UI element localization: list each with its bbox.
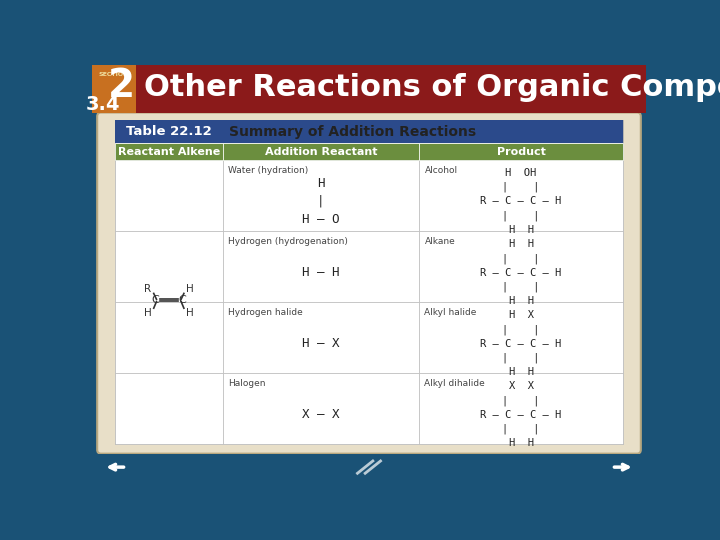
Text: Hydrogen halide: Hydrogen halide <box>228 308 303 317</box>
Text: 2: 2 <box>107 68 135 105</box>
FancyBboxPatch shape <box>222 373 419 444</box>
FancyBboxPatch shape <box>419 302 623 373</box>
Text: R: R <box>144 284 151 294</box>
FancyBboxPatch shape <box>97 112 641 454</box>
Text: Other Reactions of Organic Compounds: Other Reactions of Organic Compounds <box>144 72 720 102</box>
Text: H — X: H — X <box>302 337 340 350</box>
FancyBboxPatch shape <box>419 373 623 444</box>
Text: H  H
|    |
R — C — C — H
|    |
H  H: H H | | R — C — C — H | | H H <box>480 239 562 306</box>
FancyBboxPatch shape <box>92 454 647 481</box>
FancyBboxPatch shape <box>115 143 222 160</box>
Text: Alkyl halide: Alkyl halide <box>425 308 477 317</box>
Text: H  X
|    |
R — C — C — H
|    |
H  H: H X | | R — C — C — H | | H H <box>480 310 562 377</box>
FancyBboxPatch shape <box>92 65 137 112</box>
Text: H: H <box>144 308 151 318</box>
Text: H: H <box>186 284 194 294</box>
FancyBboxPatch shape <box>222 143 419 160</box>
Text: H
|
H — O: H | H — O <box>302 177 340 226</box>
FancyBboxPatch shape <box>419 231 623 302</box>
FancyBboxPatch shape <box>92 65 647 112</box>
FancyBboxPatch shape <box>115 120 623 143</box>
FancyBboxPatch shape <box>115 160 222 231</box>
FancyBboxPatch shape <box>222 231 419 302</box>
FancyBboxPatch shape <box>115 231 222 302</box>
Text: Water (hydration): Water (hydration) <box>228 166 308 174</box>
FancyBboxPatch shape <box>419 143 623 160</box>
Text: Reactant Alkene: Reactant Alkene <box>117 147 220 157</box>
Text: Halogen: Halogen <box>228 379 266 388</box>
Text: Summary of Addition Reactions: Summary of Addition Reactions <box>229 125 476 139</box>
Text: Product: Product <box>497 147 546 157</box>
Text: Alkyl dihalide: Alkyl dihalide <box>425 379 485 388</box>
FancyBboxPatch shape <box>222 160 419 231</box>
Text: Alkane: Alkane <box>425 237 455 246</box>
FancyBboxPatch shape <box>115 302 222 373</box>
FancyBboxPatch shape <box>222 302 419 373</box>
Text: H  OH
|    |
R — C — C — H
|    |
H  H: H OH | | R — C — C — H | | H H <box>480 168 562 235</box>
Text: 3.4: 3.4 <box>86 96 121 114</box>
Text: H: H <box>186 308 194 318</box>
Text: Table 22.12: Table 22.12 <box>126 125 212 138</box>
Text: X — X: X — X <box>302 408 340 421</box>
Text: Addition Reactant: Addition Reactant <box>265 147 377 157</box>
Text: Hydrogen (hydrogenation): Hydrogen (hydrogenation) <box>228 237 348 246</box>
Text: H — H: H — H <box>302 266 340 279</box>
FancyBboxPatch shape <box>419 160 623 231</box>
Text: Alcohol: Alcohol <box>425 166 458 174</box>
Text: C: C <box>151 295 159 305</box>
FancyBboxPatch shape <box>115 373 222 444</box>
Text: SECTION: SECTION <box>99 71 130 77</box>
Text: C: C <box>179 295 186 305</box>
FancyBboxPatch shape <box>115 120 623 444</box>
Text: X  X
|    |
R — C — C — H
|    |
H  H: X X | | R — C — C — H | | H H <box>480 381 562 448</box>
